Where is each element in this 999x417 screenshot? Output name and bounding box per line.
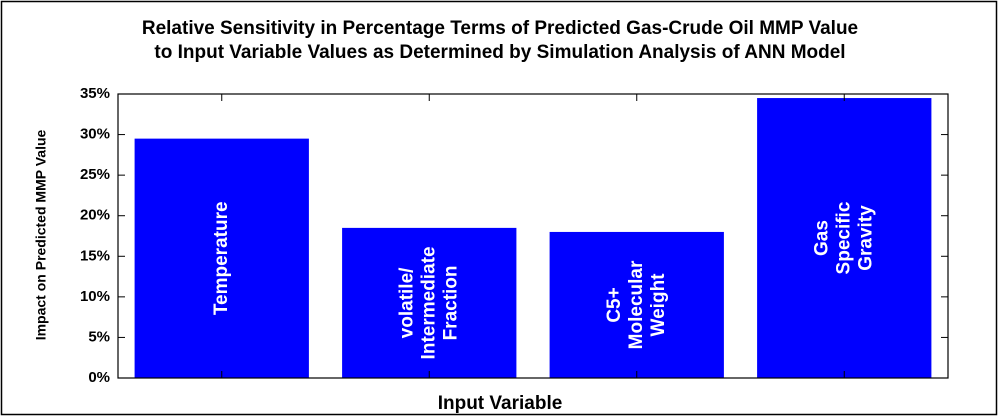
category-label: Gas — [811, 220, 832, 256]
category-label: Molecular — [626, 260, 647, 349]
plot-border — [117, 93, 949, 379]
category-label: C5+ — [604, 287, 625, 322]
y-tick-label: 20% — [80, 207, 110, 224]
y-tick-label: 15% — [80, 247, 110, 264]
y-tick-label: 30% — [80, 126, 110, 143]
bar — [342, 227, 517, 378]
category-label: Temperature — [211, 201, 232, 315]
category-label: volatile/ — [396, 267, 417, 338]
x-axis-label: Input Variable — [438, 393, 563, 414]
bar — [134, 138, 309, 378]
y-tick-label: 25% — [80, 166, 110, 183]
chart-title: to Input Variable Values as Determined b… — [154, 42, 845, 63]
y-axis-label: Impact on Predicted MMP Value — [33, 130, 49, 341]
y-tick-label: 10% — [80, 288, 110, 305]
bar — [549, 231, 724, 378]
y-tick-label: 0% — [88, 369, 110, 386]
y-tick-label: 35% — [80, 85, 110, 102]
bar — [757, 98, 932, 379]
y-tick-label: 5% — [88, 328, 110, 345]
category-label: Weight — [648, 273, 669, 337]
chart-title: Relative Sensitivity in Percentage Terms… — [142, 18, 858, 39]
category-label: Gravity — [855, 205, 876, 271]
category-label: Specific — [833, 201, 854, 274]
category-label: Fraction — [440, 265, 461, 340]
category-label: Intermediate — [418, 246, 439, 359]
